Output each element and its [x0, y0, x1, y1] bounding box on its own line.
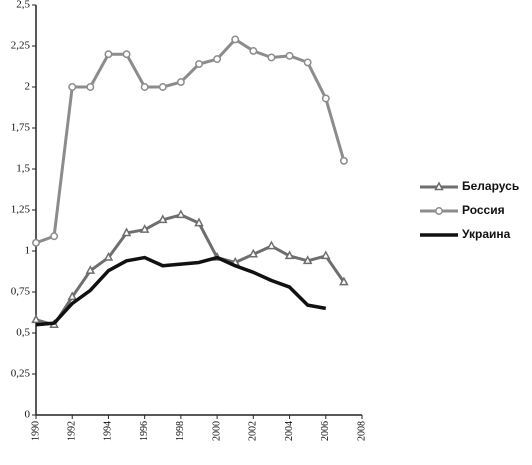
point [140, 83, 149, 91]
point [67, 291, 77, 301]
point [321, 94, 330, 103]
point [194, 217, 204, 227]
legend-label: Украина [462, 227, 511, 241]
y-tick-label: 1,75 [11, 122, 31, 134]
y-tick-label: 0,75 [11, 286, 31, 298]
y-tick-label: 2,5 [16, 0, 30, 11]
x-tick-label: 2000 [211, 421, 222, 441]
y-tick-label: 2 [25, 81, 31, 93]
point [267, 53, 276, 62]
x-tick-label: 1994 [103, 421, 114, 441]
point [434, 181, 444, 191]
x-tick-label: 1990 [30, 421, 41, 441]
point [50, 232, 59, 241]
point [248, 248, 259, 258]
point [213, 55, 222, 64]
x-tick-label: 1992 [67, 421, 78, 441]
x-tick-label: 2006 [320, 421, 331, 441]
x-tick-label: 2004 [284, 421, 295, 441]
legend-label: Россия [462, 203, 505, 217]
x-tick-label: 2008 [356, 421, 367, 441]
point [31, 314, 41, 324]
y-tick-label: 1,5 [16, 163, 30, 175]
y-tick-label: 1,25 [11, 204, 31, 216]
y-tick-label: 2,25 [11, 40, 31, 52]
point [435, 207, 443, 215]
point [339, 276, 349, 286]
y-tick-label: 1 [25, 245, 31, 257]
point [176, 209, 186, 219]
series-line [35, 213, 346, 327]
x-tick-label: 1998 [175, 421, 186, 441]
series-line [35, 37, 346, 245]
point [303, 58, 312, 67]
point [139, 224, 150, 233]
series-line [35, 255, 327, 327]
y-tick-label: 0 [25, 409, 31, 421]
point [285, 51, 294, 60]
point [103, 251, 114, 261]
point [86, 83, 95, 91]
legend-label: Беларусь [462, 179, 519, 193]
point [158, 83, 167, 91]
x-tick-label: 2002 [248, 421, 259, 441]
point [121, 227, 132, 237]
point [195, 60, 203, 68]
point [302, 255, 313, 265]
point [32, 238, 40, 247]
point [104, 50, 113, 59]
point [68, 83, 77, 91]
point [266, 240, 277, 250]
y-tick-label: 0,25 [11, 368, 31, 380]
y-tick-label: 0,5 [16, 327, 30, 339]
point [158, 214, 168, 224]
point [249, 46, 258, 55]
point [284, 250, 295, 260]
x-tick-label: 1996 [139, 421, 150, 441]
point [176, 78, 185, 87]
point [122, 50, 131, 59]
point [339, 156, 348, 165]
point [321, 250, 331, 260]
point [231, 35, 240, 44]
point [85, 265, 96, 274]
